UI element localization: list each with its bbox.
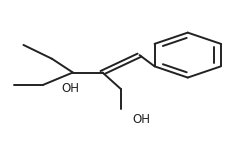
Text: OH: OH [62,82,79,95]
Text: OH: OH [132,113,150,126]
